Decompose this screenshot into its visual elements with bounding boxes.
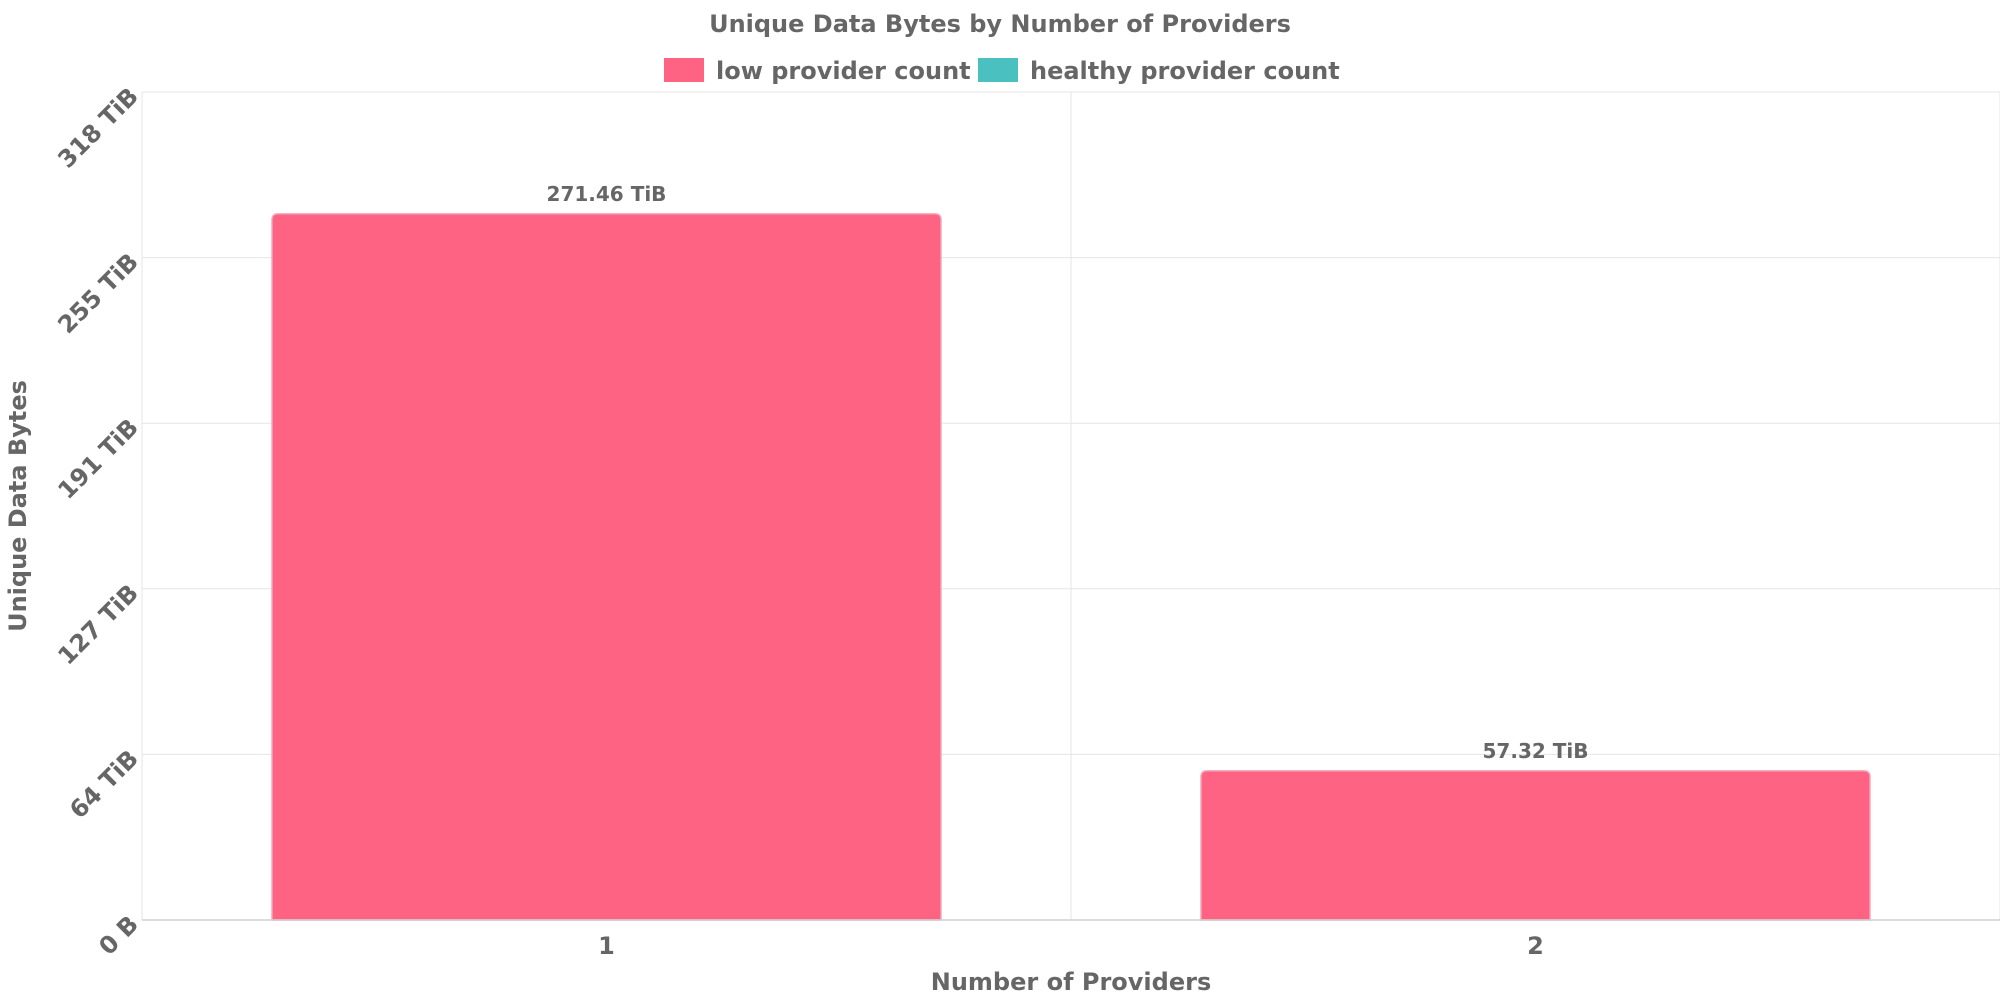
legend[interactable]: low provider count healthy provider coun…	[664, 57, 1340, 85]
y-tick-label-0: 0 B	[93, 910, 143, 960]
data-labels: 271.46 TiB 57.32 TiB	[547, 182, 1589, 763]
y-tick-label-2: 127 TiB	[52, 579, 143, 670]
y-tick-label-4: 255 TiB	[52, 248, 143, 339]
y-axis-title: Unique Data Bytes	[4, 380, 32, 632]
bar-provider-1[interactable]	[271, 213, 942, 921]
legend-item-low-provider-count[interactable]: low provider count	[664, 57, 971, 85]
data-label-provider-2: 57.32 TiB	[1483, 739, 1589, 763]
y-tick-label-1: 64 TiB	[64, 745, 144, 825]
bar-provider-2[interactable]	[1200, 770, 1871, 921]
legend-label-healthy-provider-count: healthy provider count	[1030, 57, 1340, 85]
legend-label-low-provider-count: low provider count	[716, 57, 971, 85]
x-axis-title: Number of Providers	[931, 968, 1211, 996]
legend-swatch-healthy-provider-count	[978, 58, 1018, 82]
bars	[271, 213, 1871, 921]
x-tick-label-1: 1	[598, 932, 615, 960]
y-tick-label-3: 191 TiB	[52, 413, 143, 504]
x-tick-label-2: 2	[1527, 932, 1544, 960]
legend-swatch-low-provider-count	[664, 58, 704, 82]
chart-title: Unique Data Bytes by Number of Providers	[709, 10, 1291, 38]
y-axis-ticks: 0 B 64 TiB 127 TiB 191 TiB 255 TiB 318 TiB	[52, 82, 143, 960]
legend-item-healthy-provider-count[interactable]: healthy provider count	[978, 57, 1340, 85]
data-label-provider-1: 271.46 TiB	[547, 182, 667, 206]
y-tick-label-5: 318 TiB	[52, 82, 143, 173]
